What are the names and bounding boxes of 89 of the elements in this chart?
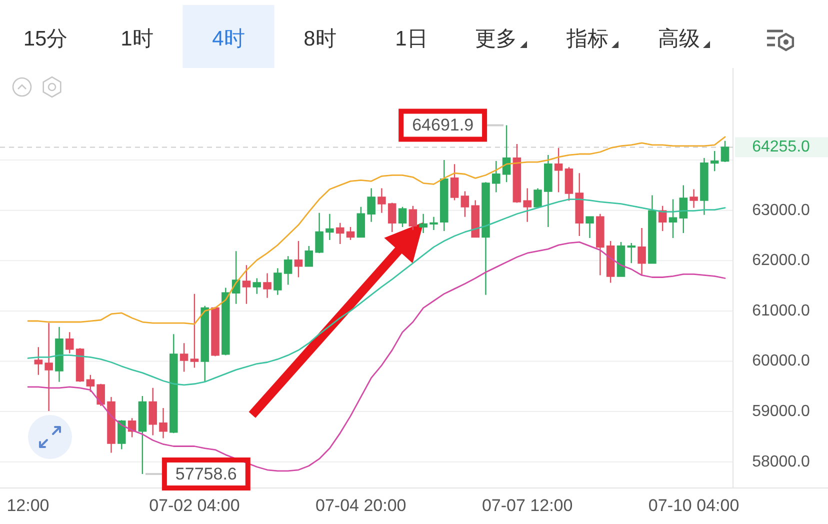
candlestick [606, 240, 615, 284]
candlestick [274, 268, 282, 296]
candlestick [294, 240, 303, 278]
candlestick [638, 227, 646, 276]
candlestick [170, 333, 178, 434]
candlestick [190, 293, 199, 368]
candlestick [440, 159, 448, 232]
text: 15分 [23, 28, 68, 50]
candlestick [492, 160, 500, 193]
candlestick [222, 287, 230, 356]
candlestick [710, 150, 719, 172]
y-tick-label: 59000.0 [752, 403, 810, 420]
candlestick [512, 143, 522, 204]
text: 更多 [475, 28, 517, 50]
annotation: 57758.6 [175, 464, 237, 484]
candlestick [679, 184, 688, 234]
y-tick-label: 61000.0 [752, 302, 810, 320]
candlestick [44, 322, 53, 412]
candlestick [263, 272, 272, 298]
candlestick [367, 188, 376, 223]
candlestick [148, 387, 157, 436]
text: 高级 [658, 28, 700, 50]
y-tick-label: 63000.0 [752, 202, 810, 219]
candlestick [107, 396, 116, 454]
candlestick [616, 241, 626, 278]
candlestick [720, 140, 730, 163]
candlestick [460, 190, 470, 218]
candlestick [523, 188, 532, 223]
candlestick [96, 383, 105, 407]
candlestick [76, 348, 84, 382]
candlestick [284, 256, 292, 286]
candlestick [65, 331, 74, 354]
candlestick [544, 154, 552, 228]
candlestick [450, 163, 459, 201]
candlestick [554, 147, 563, 193]
candlestick [336, 222, 344, 245]
candlestick [534, 188, 542, 208]
candlestick [430, 216, 438, 231]
candlestick [575, 172, 584, 237]
candlestick [346, 226, 355, 241]
annotation: 64691.9 [412, 116, 474, 135]
candlestick [211, 307, 220, 357]
candlestick [242, 264, 251, 304]
x-tick-label: 07-04 20:00 [316, 496, 406, 515]
candlestick [180, 342, 188, 372]
candlestick [408, 205, 418, 231]
candlestick [356, 206, 366, 238]
candlestick [326, 213, 334, 241]
x-tick-label: 12:00 [6, 496, 50, 515]
candlestick [388, 202, 396, 233]
text: 1日 [395, 28, 428, 50]
candlestick [596, 213, 604, 276]
line-series [27, 136, 726, 325]
candlestick [648, 194, 656, 264]
candlestick [378, 188, 386, 214]
text: 1时 [120, 28, 154, 50]
candlestick [117, 420, 126, 450]
candlestick [138, 395, 147, 475]
x-tick-label: 07-02 04:00 [149, 496, 240, 515]
candlestick [419, 213, 428, 234]
text: 指标 [566, 28, 608, 50]
candlestick [34, 346, 43, 376]
candlestick [55, 326, 64, 382]
candlestick [690, 188, 698, 208]
text: 8时 [304, 28, 336, 50]
candlestick [304, 245, 314, 268]
candlestick [159, 407, 168, 439]
candlestick [700, 157, 708, 216]
line-series [27, 198, 726, 386]
ref-line-label: 64255.0 [752, 138, 810, 156]
candlestick [471, 200, 480, 238]
candlestick [668, 198, 678, 239]
y-tick-label: 62000.0 [752, 252, 810, 270]
x-tick-label: 07-10 04:00 [648, 496, 740, 515]
y-tick-label: 58000.0 [752, 453, 810, 470]
candlestick [86, 374, 95, 393]
candlestick [627, 242, 636, 264]
candlestick [315, 212, 324, 254]
y-tick-label: 60000.0 [752, 352, 810, 370]
text: 4时 [212, 28, 245, 50]
candlestick [564, 166, 574, 202]
candlestick [398, 206, 407, 228]
x-tick-label: 07-07 12:00 [482, 496, 573, 515]
candlestick [586, 216, 594, 239]
candlestick [482, 182, 490, 296]
candlestick [658, 205, 667, 232]
candlestick [200, 305, 209, 382]
candlestick [502, 124, 511, 183]
candlestick [252, 278, 261, 294]
